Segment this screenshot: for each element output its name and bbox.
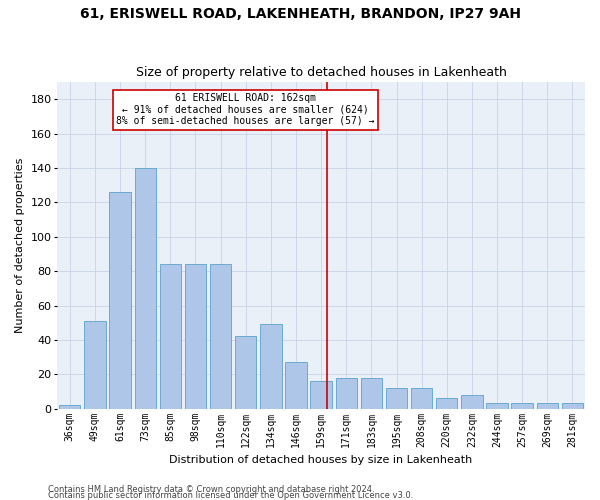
Y-axis label: Number of detached properties: Number of detached properties [15, 158, 25, 333]
Bar [134, 168, 156, 408]
Bar [260, 324, 281, 408]
Bar [536, 404, 558, 408]
X-axis label: Distribution of detached houses by size in Lakenheath: Distribution of detached houses by size … [169, 455, 473, 465]
Bar [235, 336, 256, 408]
Title: Size of property relative to detached houses in Lakenheath: Size of property relative to detached ho… [136, 66, 506, 80]
Bar [59, 405, 80, 408]
Bar [436, 398, 457, 408]
Bar [411, 388, 433, 408]
Bar [109, 192, 131, 408]
Bar [286, 362, 307, 408]
Bar [210, 264, 231, 408]
Bar [386, 388, 407, 408]
Bar [461, 395, 482, 408]
Bar [487, 404, 508, 408]
Bar [361, 378, 382, 408]
Bar [335, 378, 357, 408]
Bar [185, 264, 206, 408]
Text: Contains public sector information licensed under the Open Government Licence v3: Contains public sector information licen… [48, 490, 413, 500]
Bar [562, 404, 583, 408]
Text: Contains HM Land Registry data © Crown copyright and database right 2024.: Contains HM Land Registry data © Crown c… [48, 484, 374, 494]
Bar [511, 404, 533, 408]
Text: 61 ERISWELL ROAD: 162sqm
← 91% of detached houses are smaller (624)
8% of semi-d: 61 ERISWELL ROAD: 162sqm ← 91% of detach… [116, 93, 375, 126]
Bar [310, 381, 332, 408]
Bar [84, 321, 106, 408]
Text: 61, ERISWELL ROAD, LAKENHEATH, BRANDON, IP27 9AH: 61, ERISWELL ROAD, LAKENHEATH, BRANDON, … [79, 8, 521, 22]
Bar [160, 264, 181, 408]
